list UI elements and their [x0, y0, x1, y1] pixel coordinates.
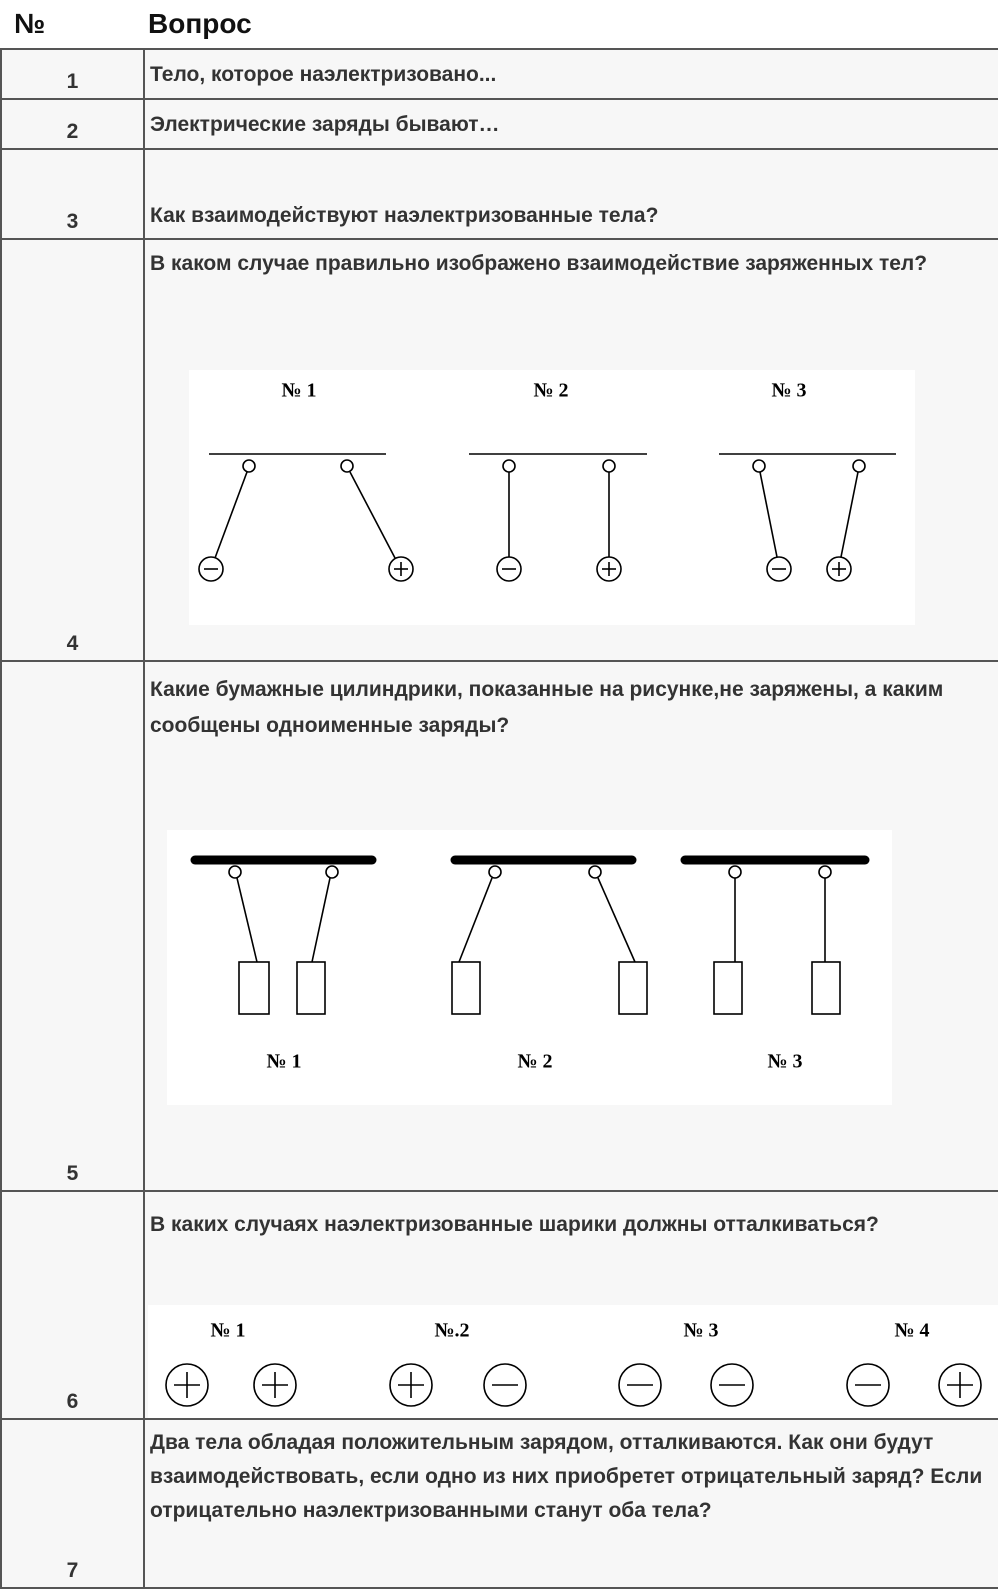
question: В каком случае правильно изображено взаи…	[150, 252, 928, 275]
figure: № 1 № 2 № 3	[167, 830, 892, 1105]
row-number: 4	[66, 632, 79, 655]
row: 7 Два тела обладая положительным зарядом…	[0, 1418, 998, 1589]
header-number: №	[14, 8, 46, 39]
question: В каких случаях наэлектризованные шарики…	[150, 1213, 879, 1236]
row-number: 7	[66, 1559, 79, 1582]
figure-label: № 2	[533, 380, 568, 402]
figure-label: № 3	[767, 1051, 802, 1073]
question: Электрические заряды бывают…	[150, 113, 500, 136]
row: 4 В каком случае правильно изображено вз…	[0, 238, 998, 660]
question: Тело, которое наэлектризовано...	[150, 63, 497, 86]
figure-label: № 1	[210, 1320, 245, 1342]
figure-label: № 3	[683, 1320, 718, 1342]
header-question: Вопрос	[148, 8, 252, 39]
row: 3 Как взаимодействуют наэлектризованные …	[0, 148, 998, 238]
row-number: 5	[66, 1162, 79, 1185]
question: Как взаимодействуют наэлектризованные те…	[150, 204, 659, 227]
figure-label: № 1	[281, 380, 316, 402]
figure: № 1 № 2 № 3	[189, 370, 915, 625]
figure-label: № 3	[771, 380, 806, 402]
row-number: 6	[66, 1390, 79, 1413]
row: 6 В каких случаях наэлектризованные шари…	[0, 1190, 998, 1418]
row-number: 1	[66, 70, 79, 93]
row: 5 Какие бумажные цилиндрики, показанные …	[0, 660, 998, 1190]
question: Два тела обладая положительным зарядом, …	[150, 1431, 983, 1522]
row: 2 Электрические заряды бывают…	[0, 98, 998, 148]
figure-label: №.2	[434, 1320, 469, 1342]
row: 1 Тело, которое наэлектризовано...	[0, 48, 998, 98]
figure-label: № 1	[266, 1051, 301, 1073]
question: Какие бумажные цилиндрики, показанные на…	[150, 678, 944, 737]
figure: № 1 №.2 № 3 № 4	[148, 1305, 998, 1418]
row-number: 3	[66, 210, 79, 233]
figure-label: № 4	[894, 1320, 929, 1342]
row-number: 2	[66, 120, 79, 143]
figure-label: № 2	[517, 1051, 552, 1073]
